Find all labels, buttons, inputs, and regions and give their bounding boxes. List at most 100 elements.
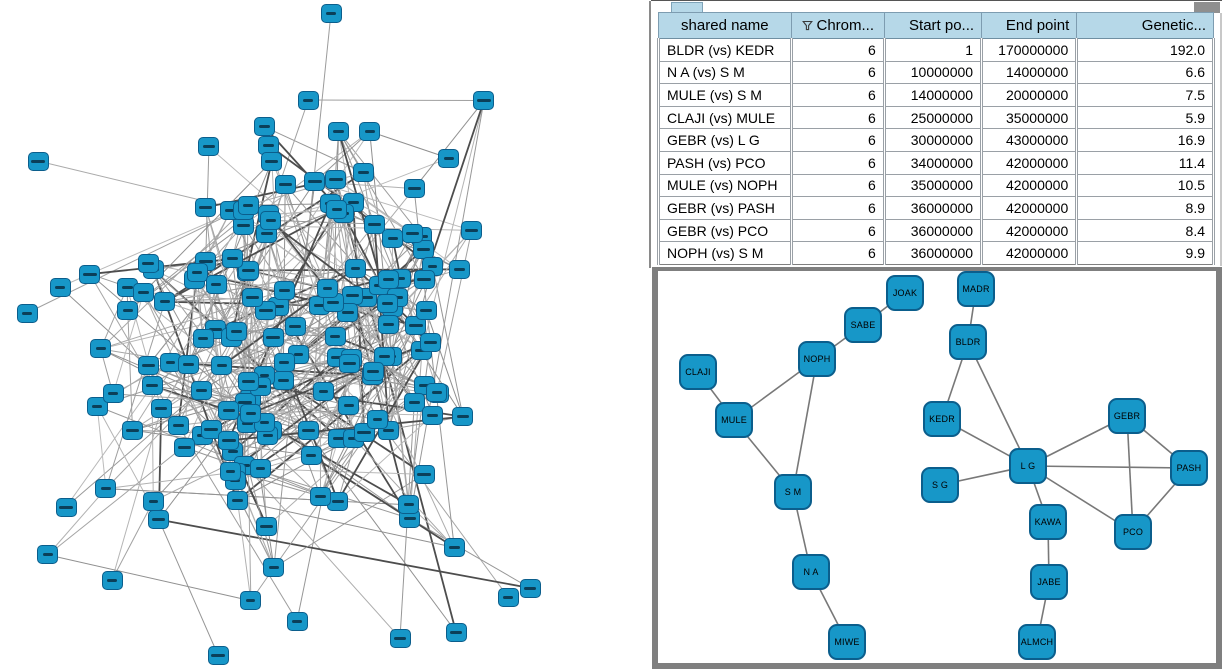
network-node[interactable] bbox=[177, 354, 199, 374]
network-edge[interactable] bbox=[294, 181, 316, 327]
network-node[interactable] bbox=[389, 628, 411, 648]
network-edge[interactable] bbox=[105, 390, 202, 489]
network-node[interactable] bbox=[359, 122, 381, 141]
network-node-n-a[interactable]: N A bbox=[792, 554, 830, 590]
network-node[interactable] bbox=[173, 437, 195, 457]
network-node[interactable] bbox=[207, 645, 229, 665]
network-node[interactable] bbox=[148, 510, 170, 530]
network-node[interactable] bbox=[298, 421, 320, 441]
network-edge[interactable] bbox=[425, 310, 464, 417]
network-node[interactable] bbox=[195, 197, 217, 217]
network-edge[interactable] bbox=[47, 488, 107, 556]
filter-funnel-icon[interactable] bbox=[801, 18, 813, 35]
network-node-pco[interactable]: PCO bbox=[1114, 514, 1152, 550]
network-node[interactable] bbox=[133, 282, 155, 302]
network-node[interactable] bbox=[260, 210, 282, 230]
network-edge[interactable] bbox=[266, 233, 296, 327]
network-edge[interactable] bbox=[436, 230, 473, 393]
network-node[interactable] bbox=[326, 199, 348, 219]
network-node[interactable] bbox=[219, 461, 241, 481]
network-edge[interactable] bbox=[105, 488, 338, 502]
column-header-shared-name[interactable]: shared name bbox=[658, 12, 792, 39]
network-node[interactable] bbox=[378, 315, 399, 335]
network-edge[interactable] bbox=[320, 438, 340, 497]
network-node[interactable] bbox=[218, 400, 240, 420]
table-row[interactable]: N A (vs) S M 6 10000000 14000000 6.6 bbox=[657, 60, 1215, 84]
network-node[interactable] bbox=[95, 479, 117, 499]
network-node[interactable] bbox=[55, 497, 77, 517]
network-edge[interactable] bbox=[164, 301, 350, 365]
network-node[interactable] bbox=[137, 355, 159, 375]
network-node[interactable] bbox=[198, 137, 220, 157]
network-node[interactable] bbox=[211, 356, 233, 376]
network-node[interactable] bbox=[422, 405, 444, 425]
network-node[interactable] bbox=[419, 332, 441, 352]
network-node-mule[interactable]: MULE bbox=[715, 402, 753, 438]
network-node[interactable] bbox=[413, 464, 435, 484]
network-node[interactable] bbox=[374, 346, 396, 366]
panel-splitter[interactable] bbox=[649, 1, 651, 268]
network-node[interactable] bbox=[316, 278, 338, 298]
network-node[interactable] bbox=[250, 459, 271, 479]
network-node[interactable] bbox=[413, 269, 435, 289]
network-node[interactable] bbox=[445, 622, 467, 642]
column-header-genetic[interactable]: Genetic... bbox=[1076, 12, 1214, 39]
network-node[interactable] bbox=[190, 380, 212, 400]
network-edge[interactable] bbox=[111, 500, 154, 581]
network-edge[interactable] bbox=[272, 337, 392, 358]
network-node[interactable] bbox=[256, 516, 278, 536]
network-node[interactable] bbox=[262, 328, 284, 348]
network-edge[interactable] bbox=[268, 99, 309, 215]
subnetwork-panel[interactable]: JOAK SABE NOPH CLAJI MULE S M N A MIWE MADR BLDR K… bbox=[652, 267, 1222, 669]
network-node[interactable] bbox=[90, 339, 112, 359]
network-node[interactable] bbox=[49, 277, 71, 297]
network-node[interactable] bbox=[497, 587, 519, 607]
network-node[interactable] bbox=[86, 396, 108, 416]
network-node[interactable] bbox=[312, 381, 334, 401]
network-node[interactable] bbox=[473, 91, 495, 111]
table-scrollbar-track[interactable] bbox=[1220, 13, 1222, 266]
network-edge[interactable] bbox=[112, 292, 145, 395]
network-node[interactable] bbox=[79, 264, 101, 284]
network-node[interactable] bbox=[102, 384, 124, 404]
network-node[interactable] bbox=[167, 415, 189, 435]
network-edge[interactable] bbox=[369, 131, 449, 159]
network-node[interactable] bbox=[192, 329, 214, 349]
network-edge[interactable] bbox=[351, 295, 411, 519]
table-row[interactable]: MULE (vs) S M 6 14000000 20000000 7.5 bbox=[657, 83, 1215, 107]
network-node-almch[interactable]: ALMCH bbox=[1018, 624, 1056, 660]
network-edge[interactable] bbox=[250, 413, 275, 568]
network-edge[interactable] bbox=[266, 233, 340, 439]
network-edge[interactable] bbox=[229, 336, 336, 472]
network-node[interactable] bbox=[261, 151, 283, 171]
network-edge[interactable] bbox=[338, 131, 425, 280]
network-node[interactable] bbox=[362, 361, 384, 381]
network-edge[interactable] bbox=[158, 518, 531, 589]
network-edge[interactable] bbox=[246, 423, 252, 601]
network-edge[interactable] bbox=[1126, 415, 1134, 533]
network-edge[interactable] bbox=[232, 451, 401, 639]
network-edge[interactable] bbox=[273, 473, 425, 568]
network-node[interactable] bbox=[304, 172, 326, 192]
network-node[interactable] bbox=[237, 260, 259, 280]
network-node[interactable] bbox=[237, 195, 259, 215]
network-node[interactable] bbox=[461, 220, 483, 240]
network-node[interactable] bbox=[300, 446, 322, 466]
network-node[interactable] bbox=[263, 557, 285, 577]
main-network-panel[interactable] bbox=[0, 0, 649, 669]
network-node[interactable] bbox=[200, 419, 222, 439]
network-node[interactable] bbox=[273, 280, 295, 300]
network-node[interactable] bbox=[448, 259, 470, 279]
network-node[interactable] bbox=[101, 570, 123, 590]
table-row[interactable]: GEBR (vs) L G 6 30000000 43000000 16.9 bbox=[657, 128, 1215, 152]
network-edge[interactable] bbox=[390, 356, 411, 519]
table-row[interactable]: PASH (vs) PCO 6 34000000 42000000 11.4 bbox=[657, 150, 1215, 175]
network-edge[interactable] bbox=[177, 425, 298, 622]
network-node[interactable] bbox=[121, 420, 143, 440]
network-node-l-g[interactable]: L G bbox=[1009, 448, 1047, 484]
table-tab-fragment[interactable] bbox=[671, 2, 703, 12]
network-node-sabe[interactable]: SABE bbox=[844, 307, 882, 343]
network-node-joak[interactable]: JOAK bbox=[886, 275, 924, 311]
network-node[interactable] bbox=[142, 491, 164, 511]
network-node[interactable] bbox=[344, 258, 366, 278]
